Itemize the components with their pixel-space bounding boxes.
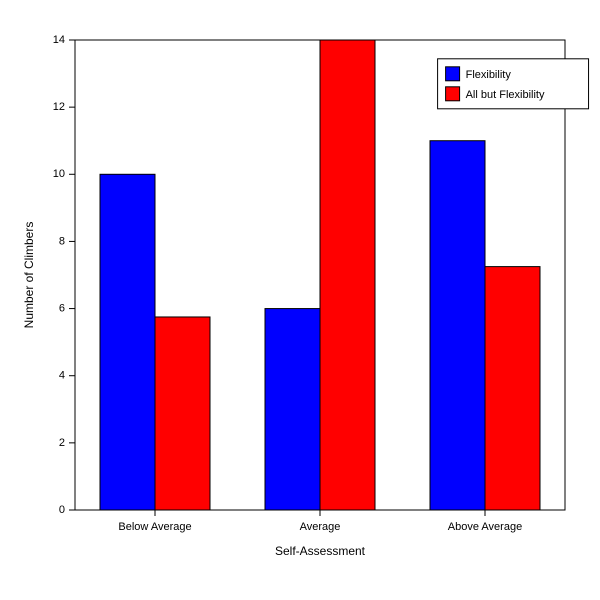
y-tick-label: 2 [59, 437, 65, 449]
bar [320, 40, 375, 510]
y-tick-label: 8 [59, 235, 65, 247]
y-tick-label: 6 [59, 302, 65, 314]
x-tick-label: Above Average [448, 521, 522, 533]
legend-swatch [446, 67, 460, 81]
grouped-bar-chart: 0 2 4 6 8 10 12 14 Number of Climbers Below Avera… [0, 0, 600, 600]
x-tick-label: Below Average [118, 521, 191, 533]
y-axis-label: Number of Climbers [22, 222, 36, 329]
x-axis-label: Self-Assessment [275, 544, 366, 558]
legend-label: All but Flexibility [466, 89, 545, 101]
y-tick-label: 12 [53, 101, 65, 113]
y-tick-label: 10 [53, 168, 65, 180]
bar [100, 174, 155, 510]
y-tick-label: 4 [59, 370, 65, 382]
legend-label: Flexibility [466, 69, 512, 81]
x-tick-label: Average [300, 521, 341, 533]
legend-box [438, 59, 589, 109]
y-tick-label: 0 [59, 504, 65, 516]
bar [485, 267, 540, 510]
legend-swatch [446, 87, 460, 101]
y-tick-label: 14 [53, 34, 65, 46]
bar [430, 141, 485, 510]
bar [155, 317, 210, 510]
bar [265, 309, 320, 510]
